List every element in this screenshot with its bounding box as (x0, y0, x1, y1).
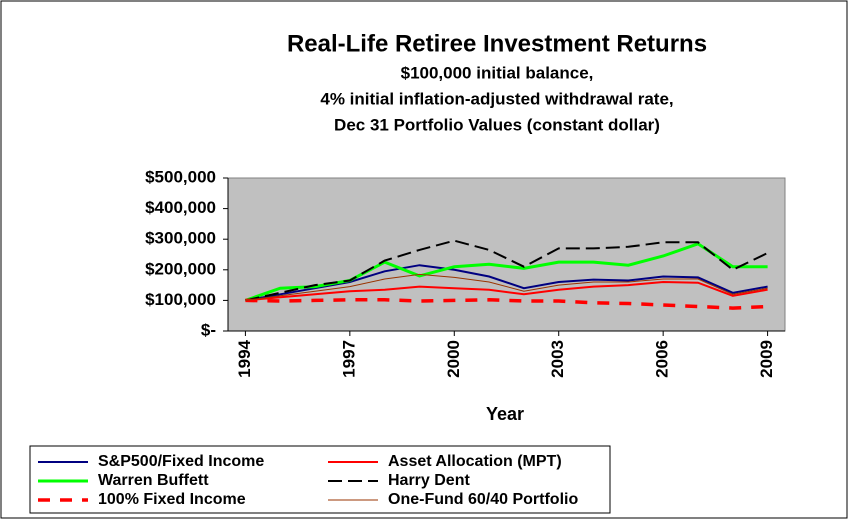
legend-label: S&P500/Fixed Income (98, 453, 264, 470)
legend-label: Harry Dent (388, 472, 470, 489)
y-tick-label: $100,000 (145, 290, 216, 309)
chart-subtitle: 4% initial inflation-adjusted withdrawal… (320, 89, 673, 108)
x-tick-label: 1994 (235, 339, 254, 377)
x-tick-label: 1997 (339, 340, 358, 378)
legend-label: One-Fund 60/40 Portfolio (388, 491, 578, 508)
legend-label: Warren Buffett (98, 472, 209, 489)
legend-label: Asset Allocation (MPT) (388, 453, 562, 470)
chart-subtitle: Dec 31 Portfolio Values (constant dollar… (334, 115, 660, 134)
legend-label: 100% Fixed Income (98, 491, 246, 508)
y-tick-label: $300,000 (145, 229, 216, 248)
series-line (245, 239, 769, 302)
x-tick-label: 2000 (444, 340, 463, 378)
chart-subtitle: $100,000 initial balance, (401, 63, 594, 82)
x-tick-label: 2003 (548, 340, 567, 378)
y-tick-label: $200,000 (145, 259, 216, 278)
chart-title: Real-Life Retiree Investment Returns (287, 30, 707, 57)
y-tick-label: $500,000 (145, 167, 216, 186)
series-line (245, 273, 768, 301)
y-tick-label: $- (201, 320, 216, 339)
y-tick-label: $400,000 (145, 198, 216, 217)
x-axis-label: Year (486, 404, 524, 424)
x-tick-label: 2009 (757, 340, 776, 378)
series-line (245, 264, 768, 302)
series-line (245, 280, 768, 302)
plot-area (227, 177, 786, 332)
x-tick-label: 2006 (653, 340, 672, 378)
legend-frame (29, 445, 611, 514)
